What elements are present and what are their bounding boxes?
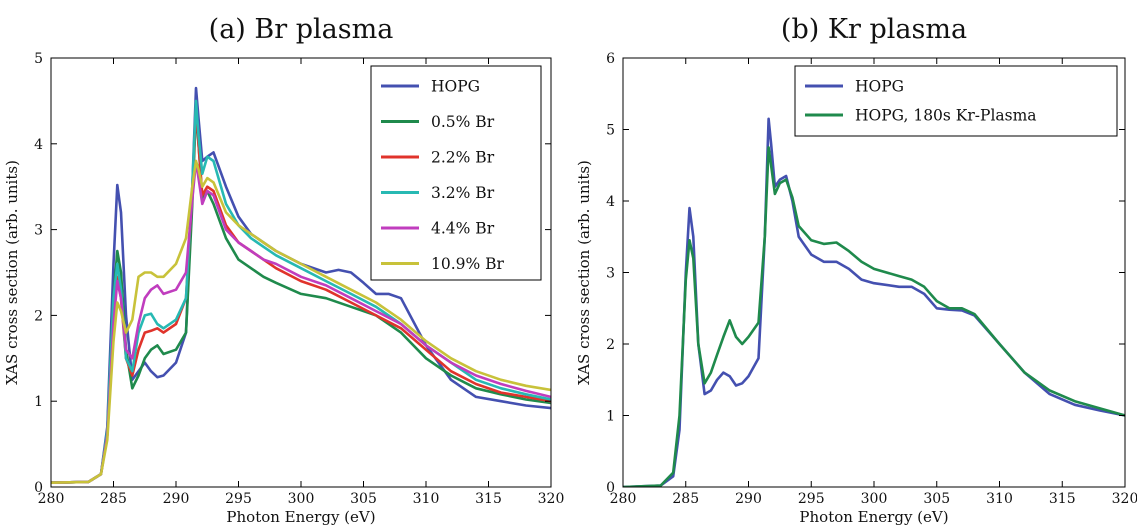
legend-label: HOPG, 180s Kr-Plasma [855,107,1037,125]
series-line-4-4-br [51,159,551,484]
y-tick-label: 5 [34,51,43,67]
y-tick-label: 1 [34,394,43,410]
legend-label: HOPG [855,78,904,96]
y-tick-label: 4 [606,194,615,210]
x-tick-label: 285 [100,491,127,507]
x-tick-label: 285 [672,491,699,507]
x-tick-label: 300 [861,491,888,507]
y-tick-label: 3 [606,266,615,282]
series-line-10-9-br [51,159,551,484]
legend: HOPG 0.5% Br 2.2% Br 3.2% Br 4.4% Br 10.9% Br [370,65,542,281]
x-tick-label: 310 [986,491,1013,507]
series-line-hopg-180s-kr-plasma [623,146,1125,487]
y-axis-label: XAS cross section (arb. units) [575,160,593,385]
chart-title: (a) Br plasma [209,14,394,45]
x-tick-label: 280 [38,491,65,507]
legend-label: HOPG [431,78,480,96]
y-tick-label: 3 [34,223,43,239]
x-tick-label: 305 [923,491,950,507]
x-tick-label: 290 [163,491,190,507]
x-tick-label: 295 [225,491,252,507]
x-tick-label: 320 [538,491,565,507]
y-tick-label: 5 [606,123,615,139]
legend-label: 0.5% Br [431,113,495,131]
legend-label: 4.4% Br [431,220,495,238]
legend-box [370,65,542,281]
series-line-hopg [623,117,1125,487]
y-tick-label: 2 [34,308,43,324]
x-tick-label: 280 [610,491,637,507]
y-tick-label: 4 [34,137,43,153]
y-axis-label: XAS cross section (arb. units) [3,160,21,385]
x-tick-label: 305 [350,491,377,507]
legend-box [794,65,1118,137]
legend-label: 10.9% Br [431,255,505,273]
x-tick-label: 315 [475,491,502,507]
legend: HOPG HOPG, 180s Kr-Plasma [794,65,1118,137]
y-tick-label: 0 [606,480,615,496]
x-axis-label: Photon Energy (eV) [226,508,375,526]
chart-title: (b) Kr plasma [781,14,967,45]
legend-label: 2.2% Br [431,149,495,167]
legend-label: 3.2% Br [431,184,495,202]
x-tick-label: 320 [1112,491,1137,507]
x-tick-label: 315 [1049,491,1076,507]
y-tick-label: 2 [606,337,615,353]
y-tick-label: 1 [606,409,615,425]
y-tick-label: 0 [34,480,43,496]
x-tick-label: 310 [413,491,440,507]
x-tick-label: 300 [288,491,315,507]
x-tick-label: 290 [735,491,762,507]
x-axis-label: Photon Energy (eV) [799,508,948,526]
y-tick-label: 6 [606,51,615,67]
x-tick-label: 295 [798,491,825,507]
